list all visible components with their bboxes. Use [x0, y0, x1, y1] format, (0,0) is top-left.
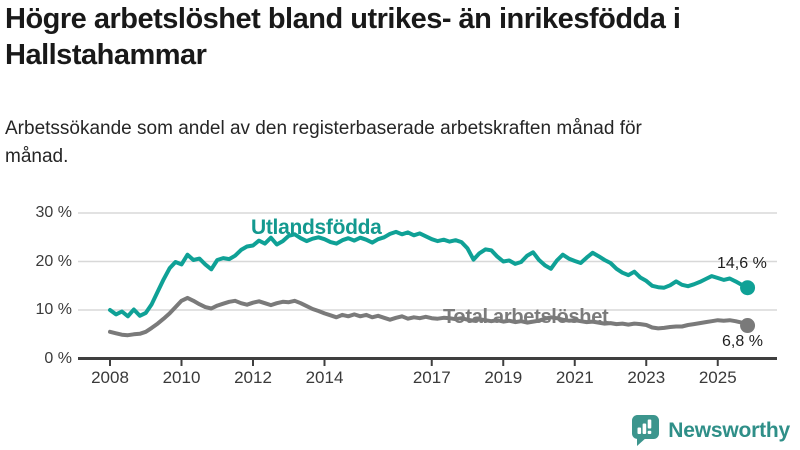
series-end-dot-0 [740, 280, 756, 296]
newsworthy-logo: Newsworthy [631, 414, 790, 447]
page-subtitle: Arbetssökande som andel av den registerb… [5, 118, 642, 167]
brand-name: Newsworthy [668, 418, 790, 442]
series-line-1 [108, 295, 750, 338]
series-line-0 [108, 229, 750, 319]
page-title: Högre arbetslöshet bland utrikes- än inr… [5, 3, 681, 71]
series-end-dot-1 [740, 318, 756, 334]
bar-chart-speech-bubble-icon [632, 415, 660, 446]
